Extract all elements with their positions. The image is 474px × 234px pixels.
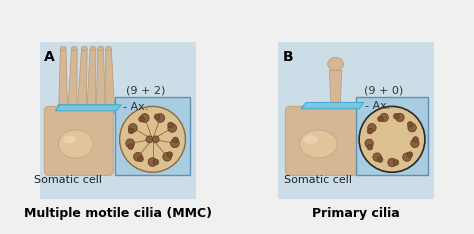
Ellipse shape <box>63 135 76 143</box>
Circle shape <box>408 124 416 132</box>
Circle shape <box>377 157 383 162</box>
Polygon shape <box>96 48 105 108</box>
Circle shape <box>146 136 153 143</box>
Text: (9 + 2): (9 + 2) <box>126 86 165 96</box>
Ellipse shape <box>98 46 103 50</box>
Circle shape <box>171 139 179 148</box>
Ellipse shape <box>82 46 87 50</box>
Text: Somatic cell: Somatic cell <box>34 175 102 185</box>
Circle shape <box>168 124 177 132</box>
Circle shape <box>138 156 143 162</box>
FancyBboxPatch shape <box>38 40 198 201</box>
Circle shape <box>396 113 404 122</box>
Circle shape <box>378 116 383 122</box>
Circle shape <box>403 153 411 161</box>
Circle shape <box>140 113 149 122</box>
FancyBboxPatch shape <box>58 105 119 113</box>
Text: A: A <box>45 50 55 64</box>
Circle shape <box>365 139 374 148</box>
Circle shape <box>413 137 419 142</box>
Ellipse shape <box>58 130 93 158</box>
Polygon shape <box>329 70 342 105</box>
Text: Somatic cell: Somatic cell <box>284 175 352 185</box>
Circle shape <box>126 139 135 148</box>
Circle shape <box>168 122 173 128</box>
Circle shape <box>128 124 137 132</box>
FancyBboxPatch shape <box>115 97 190 176</box>
Text: B: B <box>283 50 293 64</box>
Circle shape <box>148 158 157 166</box>
Circle shape <box>119 106 185 172</box>
Polygon shape <box>68 48 77 108</box>
Circle shape <box>156 113 164 122</box>
Circle shape <box>153 159 159 165</box>
Circle shape <box>167 152 173 157</box>
Circle shape <box>154 114 160 120</box>
Circle shape <box>407 152 413 157</box>
Circle shape <box>407 121 413 127</box>
FancyBboxPatch shape <box>356 97 428 176</box>
FancyBboxPatch shape <box>45 106 113 176</box>
FancyBboxPatch shape <box>276 40 436 201</box>
Polygon shape <box>59 48 68 108</box>
Circle shape <box>393 113 399 119</box>
Text: - Ax.: - Ax. <box>365 101 391 111</box>
Circle shape <box>163 152 172 161</box>
Circle shape <box>359 106 425 172</box>
Circle shape <box>388 158 396 167</box>
Circle shape <box>380 113 388 122</box>
Polygon shape <box>78 48 87 108</box>
Ellipse shape <box>328 57 344 71</box>
Polygon shape <box>87 48 96 108</box>
Ellipse shape <box>303 135 318 144</box>
Text: - Ax.: - Ax. <box>123 102 148 112</box>
Ellipse shape <box>72 46 77 50</box>
Circle shape <box>373 153 382 161</box>
Polygon shape <box>301 102 364 109</box>
Polygon shape <box>55 105 121 111</box>
Text: Primary cilia: Primary cilia <box>312 207 400 220</box>
Ellipse shape <box>60 46 66 50</box>
Circle shape <box>173 137 178 143</box>
Polygon shape <box>106 48 115 108</box>
Ellipse shape <box>106 46 111 50</box>
Circle shape <box>368 124 376 132</box>
Circle shape <box>410 139 419 148</box>
Circle shape <box>128 128 134 134</box>
Ellipse shape <box>300 130 337 158</box>
Circle shape <box>367 128 373 134</box>
Circle shape <box>393 160 399 165</box>
Circle shape <box>128 144 134 150</box>
FancyBboxPatch shape <box>285 106 357 176</box>
Circle shape <box>152 136 159 143</box>
Circle shape <box>139 116 145 122</box>
Text: (9 + 0): (9 + 0) <box>364 86 403 96</box>
Circle shape <box>134 152 142 161</box>
Ellipse shape <box>90 46 96 50</box>
Text: Multiple motile cilia (MMC): Multiple motile cilia (MMC) <box>24 207 212 220</box>
Circle shape <box>367 144 373 150</box>
